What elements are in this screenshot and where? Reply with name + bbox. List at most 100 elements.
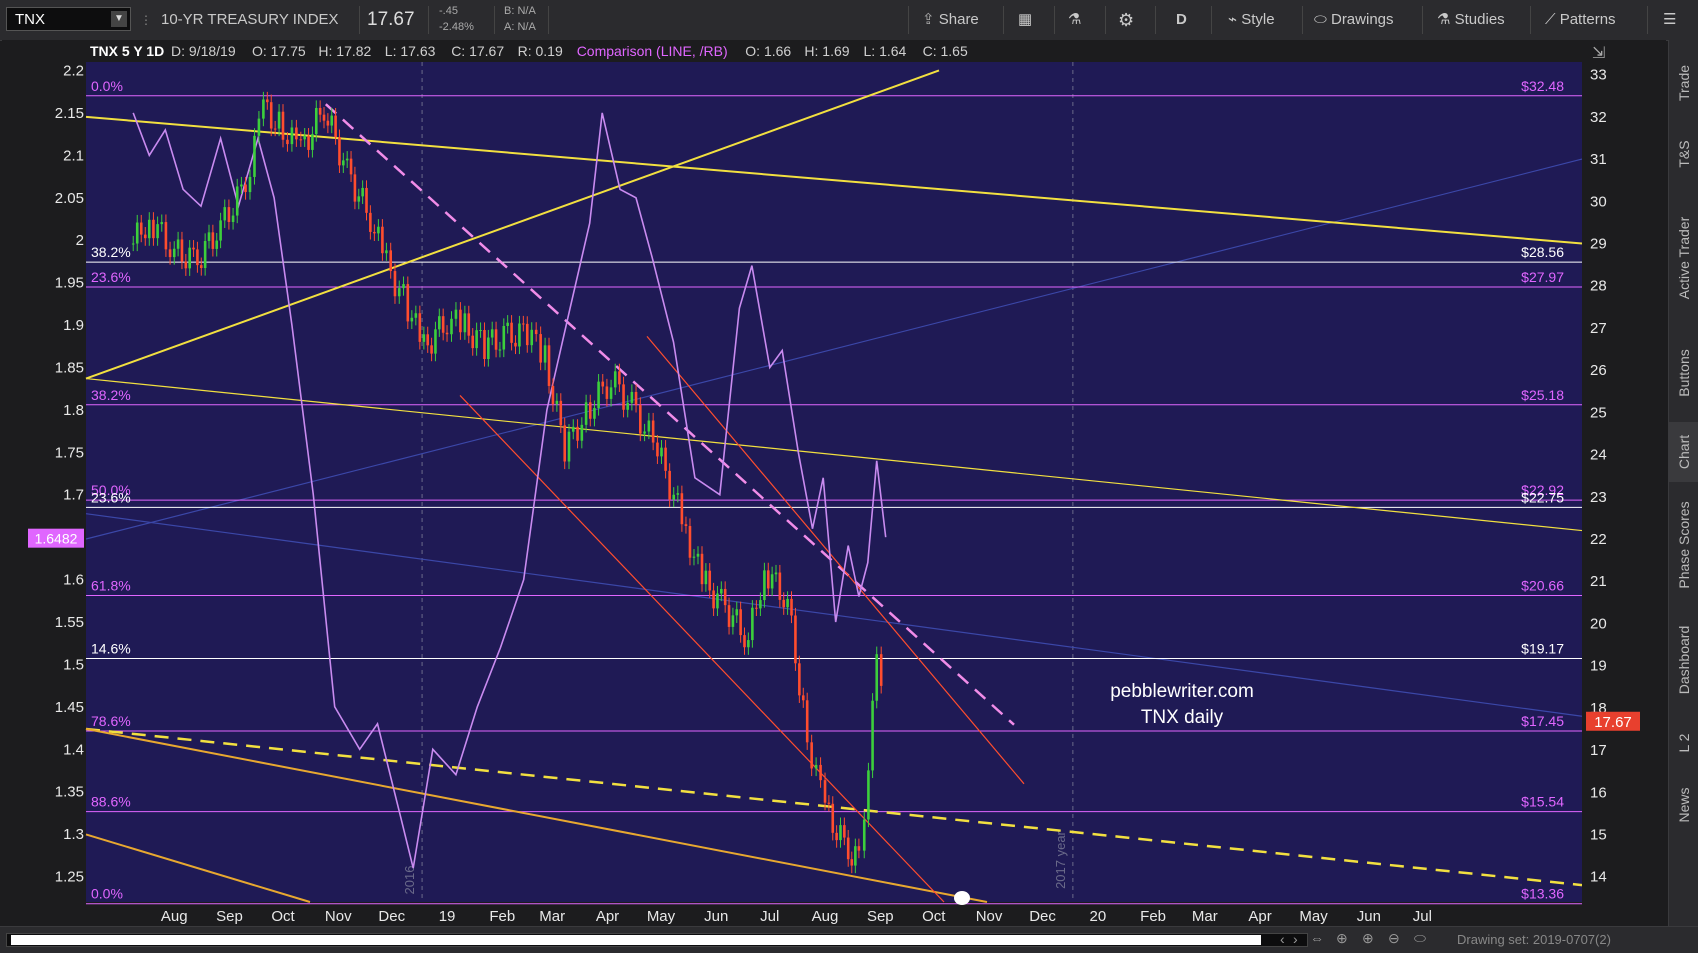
menu-icon[interactable]: ☰: [1663, 11, 1677, 28]
chart-svg[interactable]: TNX 5 Y 1D D: 9/18/19 O: 17.75 H: 17.82 L: 1…: [2, 40, 1666, 926]
candle-body: [207, 232, 211, 241]
tab-chart[interactable]: Chart: [1669, 422, 1698, 482]
y-axis-right-tick: 25: [1590, 404, 1607, 421]
candle-body: [814, 764, 818, 769]
candle-body: [580, 424, 584, 441]
y-axis-right-tick: 14: [1590, 869, 1607, 886]
pink-dashed-trendline: [324, 103, 1015, 726]
ellipse-icon: ⬭: [1314, 11, 1327, 28]
candle-body: [522, 323, 525, 325]
candle-body: [147, 219, 151, 239]
red-channel-line: [646, 335, 1025, 785]
link-icon[interactable]: ⋮: [140, 13, 152, 27]
x-axis-tick: Dec: [378, 908, 405, 925]
y-axis-right-tick: 16: [1590, 784, 1607, 801]
fib-level-label: 0.0%: [91, 886, 123, 902]
share-button[interactable]: ⇪ Share: [922, 0, 979, 40]
fib-level-label: 0.0%: [91, 78, 123, 94]
tab-active-trader[interactable]: Active Trader: [1676, 216, 1692, 300]
candle-body: [831, 803, 835, 833]
candle-body: [397, 288, 401, 297]
candle-body: [712, 590, 715, 609]
candle-body: [269, 102, 273, 129]
candle-body: [192, 247, 195, 250]
candle-body: [751, 607, 754, 641]
candle-body: [651, 420, 655, 443]
reset-zoom-icon[interactable]: ⬭: [1414, 930, 1426, 946]
candle-body: [571, 426, 575, 432]
candle-body: [490, 329, 494, 338]
candle-body: [593, 408, 596, 419]
candle-body: [369, 212, 372, 232]
candle-body: [846, 837, 850, 860]
grid-icon[interactable]: ▦: [1018, 11, 1033, 28]
fib-level-label: 61.8%: [91, 578, 131, 594]
candle-body: [778, 572, 782, 600]
fib-level-label: 38.2%: [91, 244, 131, 260]
gear-icon[interactable]: ⚙: [1118, 10, 1135, 30]
fib-level-label: 50.0%: [91, 482, 131, 498]
flask-icon[interactable]: ⚗: [1068, 11, 1082, 28]
yellow-trendline: [85, 69, 940, 380]
candle-body: [668, 470, 671, 500]
candle-body: [747, 640, 750, 648]
patterns-button[interactable]: ⟋ Patterns: [1545, 0, 1616, 40]
header-co: O: 1.66: [745, 43, 791, 59]
candle-body: [502, 325, 506, 350]
scroll-left-icon[interactable]: ‹: [1280, 931, 1285, 947]
period-button[interactable]: D: [1176, 11, 1187, 28]
collapse-icon: ⇲: [1592, 45, 1605, 62]
zoom-in-icon[interactable]: ⊕: [1362, 930, 1374, 946]
tab-phase-scores[interactable]: Phase Scores: [1676, 501, 1692, 589]
symbol-field[interactable]: TNX ▼: [6, 7, 131, 31]
chevron-down-icon[interactable]: ▼: [111, 11, 127, 27]
y-axis-left-tick: 1.35: [55, 784, 84, 801]
candle-body: [720, 588, 723, 594]
drawings-button[interactable]: ⬭ Drawings: [1314, 0, 1394, 40]
plot-background: [86, 62, 1582, 902]
tnx-candles: [131, 91, 883, 874]
scroll-right-icon[interactable]: ›: [1293, 931, 1298, 947]
candle-body: [547, 345, 551, 386]
tab-dashboard[interactable]: Dashboard: [1676, 625, 1692, 695]
chart-area[interactable]: TNX 5 Y 1D D: 9/18/19 O: 17.75 H: 17.82 L: 1…: [2, 40, 1666, 926]
tab-news[interactable]: News: [1676, 787, 1692, 823]
candle-body: [422, 334, 426, 342]
candle-body: [402, 284, 405, 289]
horizontal-scrollbar[interactable]: [6, 933, 1308, 947]
drawing-set-label: Drawing set: 2019-0707(2): [1457, 932, 1611, 947]
tab-l2[interactable]: L 2: [1676, 733, 1692, 753]
candle-body: [857, 846, 861, 851]
candle-body: [131, 243, 135, 245]
right-price-marker: 17.67: [1594, 714, 1632, 731]
tab-buttons[interactable]: Buttons: [1676, 349, 1692, 397]
studies-button[interactable]: ⚗ Studies: [1437, 0, 1505, 40]
candle-body: [613, 371, 617, 388]
candle-body: [156, 224, 159, 239]
drawings-label: Drawings: [1330, 11, 1394, 28]
x-axis-tick: Feb: [1140, 908, 1166, 925]
candle-body: [295, 127, 298, 140]
header-r: R: 0.19: [518, 43, 563, 59]
candle-body: [664, 447, 667, 471]
style-button[interactable]: ⌁ Style: [1228, 0, 1275, 40]
fib-level-price: $13.36: [1521, 886, 1564, 902]
fib-level-label: 23.6%: [91, 489, 131, 505]
candle-body: [475, 330, 478, 349]
scrollbar-thumb[interactable]: [11, 935, 1261, 945]
candle-body: [723, 588, 727, 606]
expand-icon[interactable]: ⇔: [1310, 930, 1324, 946]
candle-body: [630, 391, 634, 403]
candle-body: [735, 609, 739, 616]
y-axis-left-tick: 2.05: [55, 190, 84, 207]
tab-trade[interactable]: Trade: [1676, 64, 1692, 102]
crosshair-icon[interactable]: ⊕: [1336, 930, 1348, 946]
zoom-out-icon[interactable]: ⊖: [1388, 930, 1400, 946]
share-label: Share: [938, 11, 979, 28]
candle-body: [303, 135, 306, 140]
fib-level-price: $19.17: [1521, 640, 1564, 656]
tab-ts[interactable]: T&S: [1676, 140, 1692, 168]
candle-body: [843, 825, 846, 838]
candle-body: [605, 386, 609, 399]
candle-body: [164, 222, 168, 250]
